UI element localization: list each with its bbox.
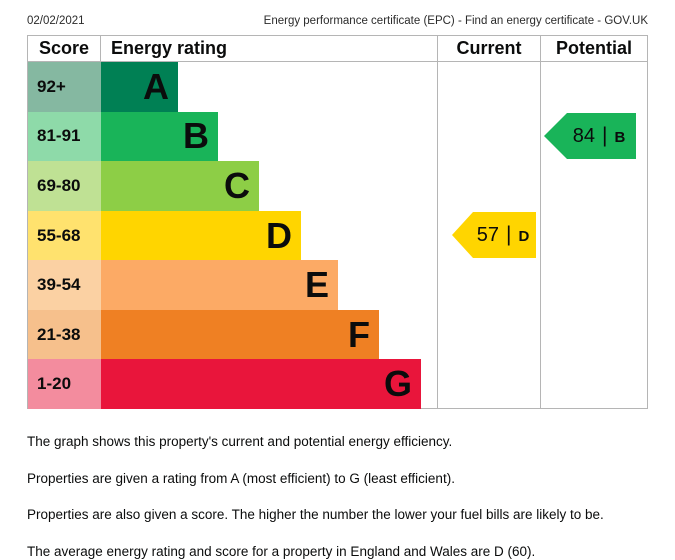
band-letter-f: F [348,313,370,355]
band-letter-e: E [304,264,329,306]
current-score: 57 [476,224,499,246]
current-letter: D [518,228,530,245]
rating-bar-e: E [101,260,338,310]
rating-bar-g: G [101,359,421,410]
band-row-f: 21-38 F [28,309,647,360]
score-range-d: 55-68 [28,210,101,261]
score-range-e: 39-54 [28,260,101,310]
potential-letter: B [614,129,626,146]
chart-header-row: Score Energy rating Current Potential [28,36,647,62]
paragraph-average-rating: The average energy rating and score for … [27,543,536,559]
print-date: 02/02/2021 [27,15,85,27]
potential-column-divider [540,62,541,409]
rating-bar-a: A [101,62,178,112]
band-row-g: 1-20 G [28,359,647,410]
rating-bar-c: C [101,161,259,211]
rating-bar-f: F [101,309,379,360]
explanatory-text: The graph shows this property's current … [27,434,648,559]
score-range-g: 1-20 [28,359,101,410]
current-rating-text: 57 | D [477,223,530,247]
paragraph-graph-explanation: The graph shows this property's current … [27,434,453,449]
current-rating-indicator: 57 | D [452,212,536,258]
score-range-b: 81-91 [28,111,101,162]
score-range-f: 21-38 [28,309,101,360]
band-letter-g: G [383,363,412,405]
paragraph-score-explanation: Properties are also given a score. The h… [27,507,604,523]
band-row-d: 55-68 D [28,210,647,261]
band-row-b: 81-91 B [28,111,647,162]
chart-body: 92+ A 81-91 B 69-80 C 55-68 D 39-54 E 21… [28,62,647,410]
paragraph-rating-explanation: Properties are given a rating from A (mo… [27,470,455,486]
current-column-divider [437,62,438,409]
current-separator: | [505,223,512,246]
score-range-a: 92+ [28,62,101,112]
rating-bar-d: D [101,210,301,261]
column-header-score: Score [28,36,101,61]
print-header: 02/02/2021 Energy performance certificat… [0,0,675,27]
column-header-potential: Potential [555,38,632,58]
band-letter-a: A [143,65,169,107]
column-header-current: Current [438,36,541,61]
band-letter-d: D [266,214,292,256]
band-letter-b: B [183,115,209,157]
potential-rating-text: 84 | B [573,124,626,148]
potential-separator: | [601,124,608,147]
score-range-c: 69-80 [28,161,101,211]
print-title: Energy performance certificate (EPC) - F… [263,15,648,27]
rating-bar-b: B [101,111,218,162]
band-row-c: 69-80 C [28,161,647,211]
potential-score: 84 [572,125,595,147]
band-row-e: 39-54 E [28,260,647,310]
band-row-a: 92+ A [28,62,647,112]
band-letter-c: C [224,164,250,206]
epc-rating-chart: Score Energy rating Current Potential 92… [27,35,648,410]
column-header-energy-rating: Energy rating [101,36,438,61]
